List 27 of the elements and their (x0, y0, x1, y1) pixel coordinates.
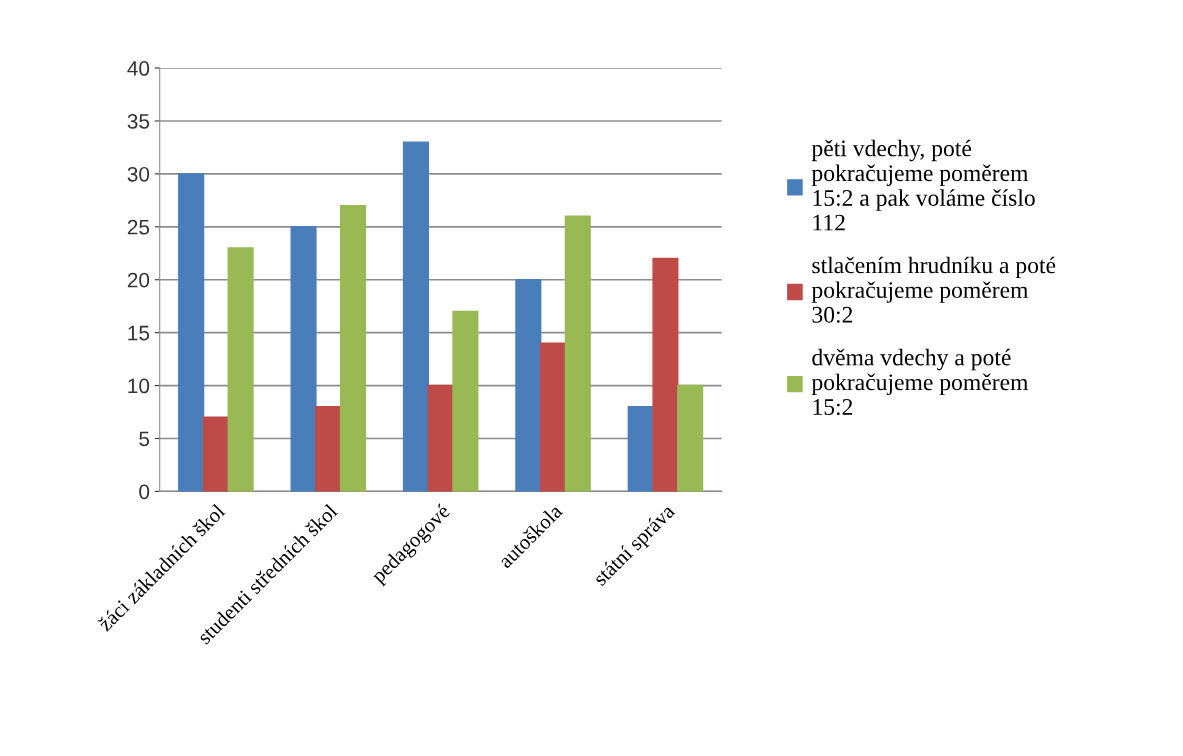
y-tick-label: 35 (127, 113, 150, 129)
bar (515, 279, 542, 492)
bar (339, 204, 367, 492)
y-tick-label: 15 (128, 325, 150, 341)
bar (452, 310, 479, 492)
bar (564, 215, 591, 492)
y-tick-label: 40 (127, 61, 150, 76)
bar (652, 257, 679, 492)
y-tick-label: 30 (127, 166, 150, 182)
y-tick-label: 10 (128, 378, 150, 394)
bar (427, 384, 454, 492)
bar (677, 384, 704, 492)
bar (202, 416, 229, 492)
bar (227, 247, 254, 492)
y-tick-label: 0 (139, 484, 150, 500)
bar (539, 342, 567, 492)
bar (315, 406, 342, 492)
y-tick-label: 20 (127, 272, 150, 288)
bar (627, 406, 654, 492)
y-tick-label: 5 (139, 431, 150, 447)
y-tick-label: 25 (127, 219, 150, 235)
legend-label: pěti vdechy, poté pokračujeme poměrem 15:2 a pak voláme číslo 112 (811, 139, 1035, 231)
legend-label: stlačením hrudníku a poté pokračujeme poměrem 30:2 (811, 256, 1056, 323)
legend-label: dvěma vdechy a poté pokračujeme poměrem 15:2 (811, 348, 1029, 416)
bar (290, 226, 317, 492)
bar (178, 173, 205, 492)
bar (402, 141, 430, 492)
